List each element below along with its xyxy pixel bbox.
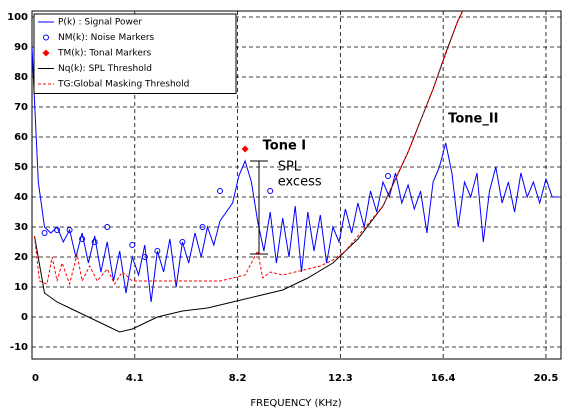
- x-axis-label: FREQUENCY (KHz): [250, 398, 341, 409]
- legend-label: Nq(k): SPL Threshold: [58, 64, 152, 74]
- noise-marker: [66, 227, 73, 233]
- noise-marker: [129, 242, 136, 248]
- annotation: SPL: [278, 160, 302, 175]
- legend-label: TG:Global Masking Threshold: [57, 80, 189, 90]
- noise-marker: [41, 230, 48, 236]
- grid: -10 0 10 20 30 40 50 60 70 80 90 100 0 4.1 8.2 12.3 16.4…: [7, 11, 561, 384]
- noise-marker: [217, 188, 224, 194]
- x-tick-label: 8.2: [229, 373, 247, 384]
- y-tick-label: 0: [21, 312, 28, 323]
- annotation: Tone I: [263, 139, 307, 154]
- y-tick-label: 10: [14, 282, 28, 293]
- y-tick-label: 100: [7, 12, 28, 23]
- annotation: excess: [278, 175, 322, 190]
- series-line: [32, 46, 559, 303]
- x-tick-label: 20.5: [534, 373, 559, 384]
- noise-marker: [199, 224, 206, 230]
- y-tick-label: 80: [14, 72, 28, 83]
- y-tick-label: 30: [14, 222, 28, 233]
- x-tick-label: 4.1: [126, 373, 144, 384]
- x-tick-label: 12.3: [328, 373, 353, 384]
- y-tick-label: 60: [14, 132, 28, 143]
- y-tick-label: 40: [14, 192, 28, 203]
- y-tick-label: 20: [14, 252, 28, 263]
- x-tick-label: 0: [32, 373, 39, 384]
- legend-swatch: [42, 49, 50, 57]
- y-tick-label: 70: [14, 102, 28, 113]
- noise-marker: [104, 224, 111, 230]
- legend: P(k) : Signal Power NM(k): Noise Markers T…: [33, 13, 237, 94]
- legend-swatch: [43, 34, 49, 41]
- noise-marker: [91, 239, 98, 245]
- marks: [32, 11, 559, 333]
- noise-marker: [385, 173, 392, 179]
- legend-label: P(k) : Signal Power: [58, 18, 142, 28]
- legend-label: TM(k): Tonal Markers: [57, 49, 152, 59]
- legend-label: NM(k): Noise Markers: [58, 33, 155, 43]
- y-tick-label: -10: [10, 342, 28, 353]
- noise-marker: [141, 254, 148, 260]
- annotation: Tone_II: [448, 112, 498, 127]
- noise-marker: [179, 239, 186, 245]
- noise-marker: [79, 236, 86, 242]
- y-tick-label: 50: [14, 162, 28, 173]
- legend-box: [33, 13, 237, 94]
- series-line: [34, 11, 464, 286]
- noise-marker: [267, 188, 274, 194]
- x-tick-label: 16.4: [431, 373, 456, 384]
- noise-marker: [54, 227, 61, 233]
- y-tick-label: 90: [14, 42, 28, 53]
- noise-marker: [154, 248, 161, 254]
- tonal-marker: [241, 145, 249, 153]
